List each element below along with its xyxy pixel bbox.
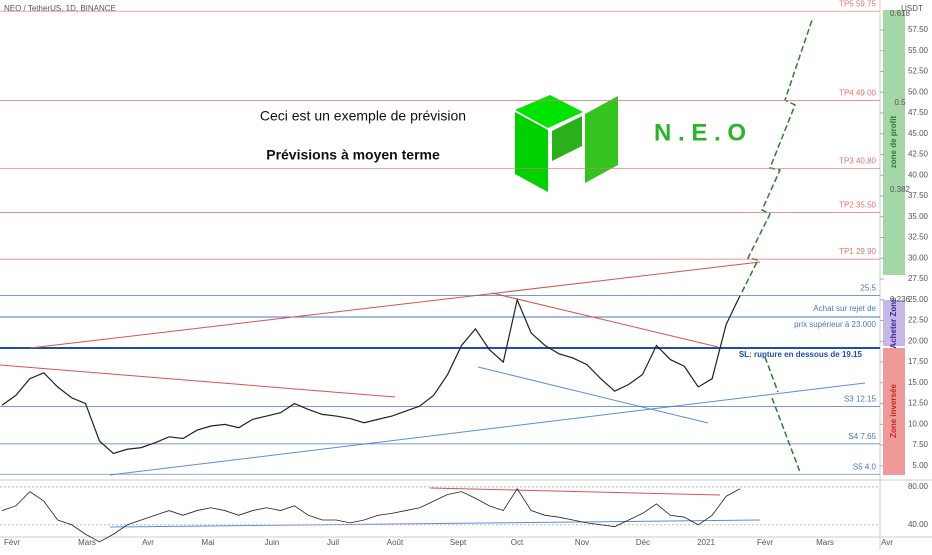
y-tick-label: 5.00 (912, 461, 928, 470)
level-label: S3 12.15 (844, 395, 877, 404)
y-tick-label: 50.00 (908, 87, 929, 96)
x-tick-label: Juil (327, 538, 339, 547)
note: prix supérieur à 23.000 (794, 320, 876, 329)
rsi-tick-label: 80.00 (908, 482, 929, 491)
y-tick-label: 20.00 (908, 336, 929, 345)
price-line (1, 295, 741, 455)
level-label: S5 4.0 (853, 462, 877, 471)
profit-zone (883, 10, 905, 275)
x-tick-label: Mars (78, 538, 96, 547)
rsi-tick-label: 40.00 (908, 520, 929, 529)
subheadline: Prévisions à moyen terme (266, 147, 440, 163)
x-tick-label: Févr (4, 538, 20, 547)
y-tick-label: 37.50 (908, 191, 929, 200)
currency: USDT (901, 4, 923, 13)
x-tick-label: Oct (511, 538, 524, 547)
y-tick-label: 47.50 (908, 108, 929, 117)
x-tick-label: Mars (816, 538, 834, 547)
headline: Ceci est un exemple de prévision (260, 108, 466, 124)
logo (515, 95, 618, 192)
fib-label: 0.5 (894, 98, 906, 107)
zone-label: Acheter Zone (889, 297, 898, 349)
zone-label: Zone inversée (889, 384, 898, 438)
y-tick-label: 12.50 (908, 399, 929, 408)
y-tick-label: 7.50 (912, 440, 928, 449)
reverse-zone (883, 348, 905, 475)
y-tick-label: 17.50 (908, 357, 929, 366)
level-label: S4 7.65 (848, 432, 876, 441)
y-tick-label: 15.00 (908, 378, 929, 387)
y-tick-label: 22.50 (908, 316, 929, 325)
x-tick-label: 2021 (697, 538, 715, 547)
y-tick-label: 40.00 (908, 170, 929, 179)
level-label: TP2 35.50 (839, 201, 876, 210)
y-tick-label: 30.00 (908, 253, 929, 262)
x-tick-label: Avr (881, 538, 893, 547)
x-tick-label: Sept (450, 538, 467, 547)
buy-zone (883, 300, 905, 346)
level-label: TP1 29.90 (839, 247, 876, 256)
zone-label: zone de profit (889, 115, 898, 168)
x-tick-label: Mai (202, 538, 215, 547)
chart-title: NEO / TetherUS, 1D, BINANCE (4, 4, 116, 13)
y-tick-label: 10.00 (908, 419, 929, 428)
x-tick-label: Juin (265, 538, 280, 547)
x-tick-label: Déc (636, 538, 650, 547)
y-tick-label: 52.50 (908, 67, 929, 76)
x-tick-label: Févr (757, 538, 773, 547)
level-label: TP5 59.75 (839, 0, 876, 8)
y-tick-label: 55.00 (908, 46, 929, 55)
level-label: TP4 49.00 (839, 89, 876, 98)
y-tick-label: 35.00 (908, 212, 929, 221)
fib-label: 0.236 (890, 295, 911, 304)
fib-label: 0.618 (890, 9, 911, 18)
y-tick-label: 57.50 (908, 25, 929, 34)
x-tick-label: Avr (142, 538, 154, 547)
fib-label: 0.382 (890, 185, 911, 194)
level-label: TP3 40.80 (839, 157, 876, 166)
x-tick-label: Nov (575, 538, 589, 547)
note: Achat sur rejet de (813, 304, 876, 313)
y-tick-label: 42.50 (908, 150, 929, 159)
y-tick-label: 25.00 (908, 295, 929, 304)
rsi-line (1, 488, 741, 543)
y-tick-label: 27.50 (908, 274, 929, 283)
level-label: 25.5 (860, 284, 876, 293)
y-tick-label: 45.00 (908, 129, 929, 138)
trend-lines (0, 261, 866, 528)
note: SL: rupture en dessous de 19.15 (739, 350, 863, 359)
brand: N . E . O (654, 119, 746, 146)
y-tick-label: 32.50 (908, 233, 929, 242)
x-tick-label: Août (387, 538, 404, 547)
